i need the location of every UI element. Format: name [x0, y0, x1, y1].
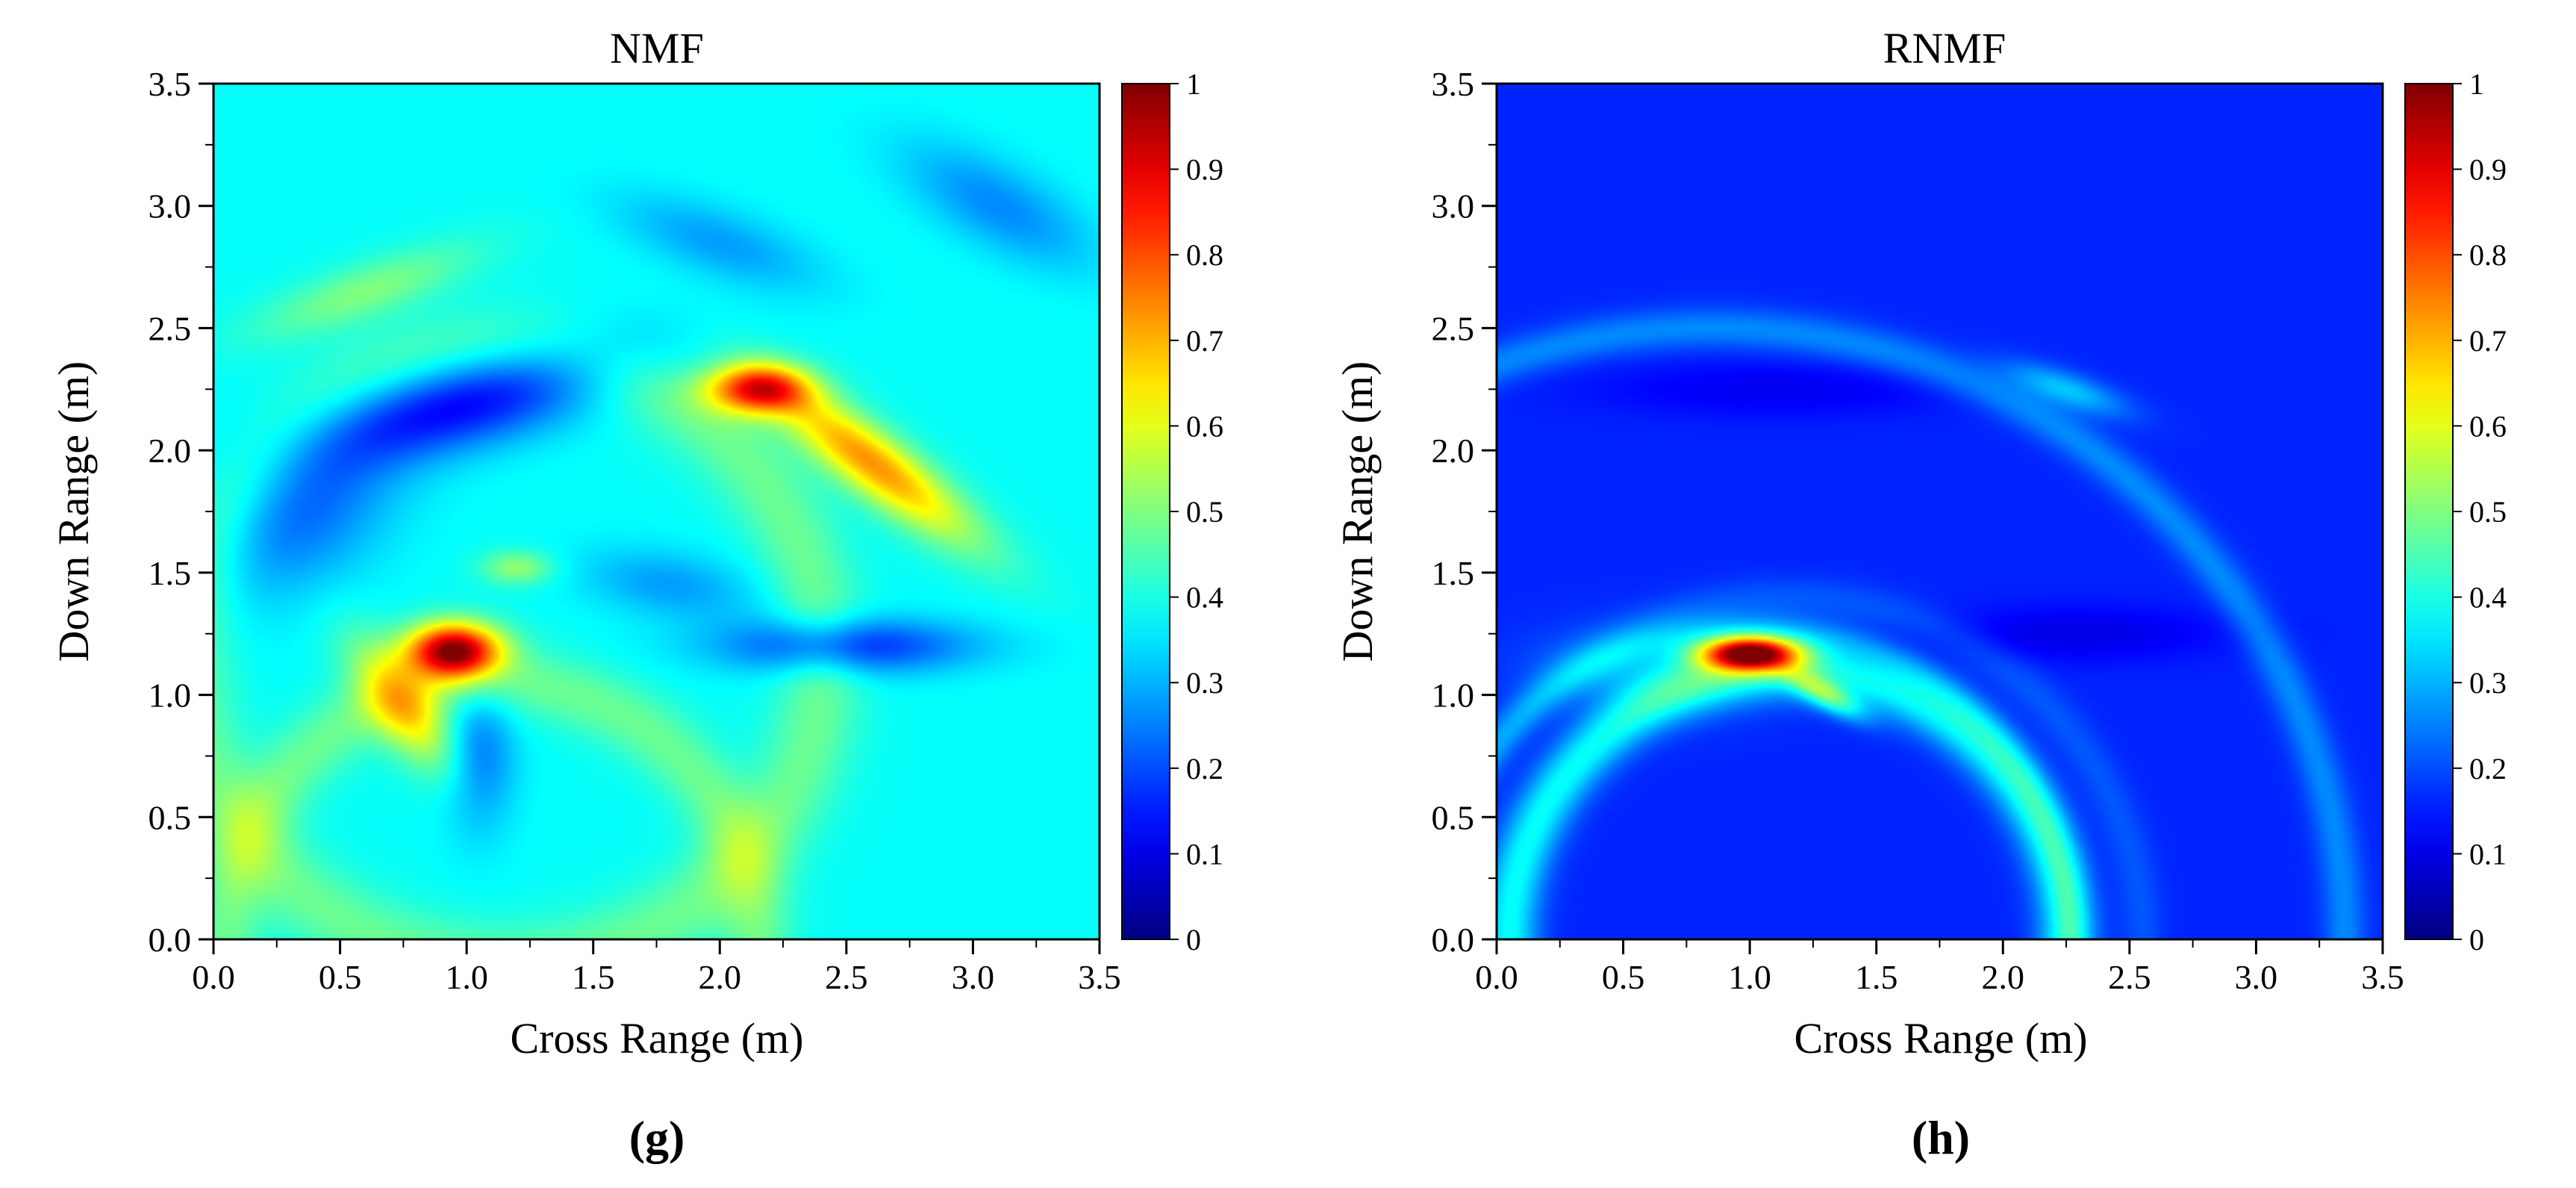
y-tick-label-nmf: 2.5 — [149, 309, 192, 347]
colorbar-tick-label-rnmf: 0.8 — [2469, 238, 2507, 272]
colorbar-tick-label-rnmf: 0 — [2469, 923, 2484, 957]
x-ticks-rnmf: 0.0 0.5 1.0 1.5 2.0 2.5 3.0 3.5 — [1475, 939, 2404, 996]
y-tick-label-rnmf: 2.0 — [1432, 432, 1475, 470]
y-ticks-nmf: 0.0 0.5 1.0 1.5 2.0 2.5 3.0 3.5 — [149, 65, 213, 959]
x-axis-label-rnmf: Cross Range (m) — [1794, 1014, 2087, 1063]
y-tick-label-nmf: 1.5 — [149, 554, 192, 592]
chart-title-nmf: NMF — [610, 24, 704, 72]
x-tick-label-rnmf: 2.5 — [2108, 958, 2151, 996]
colorbar-tick-label-rnmf: 0.7 — [2469, 324, 2507, 358]
y-tick-label-nmf: 3.5 — [149, 65, 192, 103]
x-ticks-nmf: 0.0 0.5 1.0 1.5 2.0 2.5 3.0 3.5 — [192, 939, 1121, 996]
colorbar-tick-label-rnmf: 0.9 — [2469, 153, 2507, 187]
colorbar-tick-label-nmf: 0.3 — [1186, 666, 1223, 700]
y-tick-label-rnmf: 3.5 — [1432, 65, 1475, 103]
colorbar-ticks-nmf: 0 0.1 0.2 0.3 0.4 0.5 0.6 0.7 0.8 0.9 1 — [1170, 67, 1223, 957]
panel-rnmf: RNMF 0.0 0.5 1.0 1.5 2.0 2.5 3.0 3.5 0.0 0.5 1.0 1… — [1333, 24, 2507, 1164]
y-tick-label-rnmf: 1.5 — [1432, 554, 1475, 592]
colorbar-tick-label-rnmf: 0.3 — [2469, 666, 2507, 700]
x-tick-label-nmf: 1.0 — [445, 958, 488, 996]
y-axis-label-nmf: Down Range (m) — [49, 361, 98, 662]
x-tick-label-rnmf: 1.0 — [1728, 958, 1771, 996]
colorbar-ticks-rnmf: 0 0.1 0.2 0.3 0.4 0.5 0.6 0.7 0.8 0.9 1 — [2453, 67, 2507, 957]
y-axis-label-rnmf: Down Range (m) — [1333, 361, 1382, 662]
y-tick-label-rnmf: 0.5 — [1432, 798, 1475, 836]
x-axis-label-nmf: Cross Range (m) — [510, 1014, 803, 1063]
y-tick-label-rnmf: 3.0 — [1432, 187, 1475, 226]
y-tick-label-rnmf: 2.5 — [1432, 309, 1475, 347]
panel-label-g: (g) — [629, 1111, 685, 1164]
heatmap-nmf — [213, 84, 1100, 939]
colorbar-tick-label-rnmf: 1 — [2469, 67, 2484, 101]
colorbar-tick-label-nmf: 0.8 — [1186, 238, 1223, 272]
x-tick-label-nmf: 0.5 — [319, 958, 362, 996]
colorbar-tick-label-nmf: 1 — [1186, 67, 1201, 101]
colorbar-tick-label-rnmf: 0.6 — [2469, 409, 2507, 443]
y-tick-label-rnmf: 0.0 — [1432, 921, 1475, 959]
colorbar-tick-label-rnmf: 0.5 — [2469, 495, 2507, 529]
x-tick-label-nmf: 2.0 — [699, 958, 742, 996]
colorbar-tick-label-nmf: 0 — [1186, 923, 1201, 957]
panel-label-h: (h) — [1912, 1111, 1970, 1164]
y-tick-label-rnmf: 1.0 — [1432, 677, 1475, 715]
colorbar-tick-label-nmf: 0.9 — [1186, 153, 1223, 187]
colorbar-nmf — [1121, 83, 1170, 940]
colorbar-tick-label-rnmf: 0.2 — [2469, 752, 2507, 786]
y-tick-label-nmf: 0.5 — [149, 798, 192, 836]
colorbar-tick-label-nmf: 0.2 — [1186, 752, 1223, 786]
colorbar-tick-label-nmf: 0.4 — [1186, 581, 1223, 615]
y-tick-label-nmf: 3.0 — [149, 187, 192, 226]
colorbar-tick-label-nmf: 0.5 — [1186, 495, 1223, 529]
x-tick-label-rnmf: 0.0 — [1475, 958, 1518, 996]
x-tick-label-rnmf: 2.0 — [1982, 958, 2025, 996]
y-tick-label-nmf: 0.0 — [149, 921, 192, 959]
chart-title-rnmf: RNMF — [1883, 24, 2006, 72]
y-tick-label-nmf: 1.0 — [149, 677, 192, 715]
panel-nmf: NMF 0.0 0.5 1.0 1.5 2.0 2.5 3.0 3.5 0.0 0.5 1.0 1.… — [49, 24, 1223, 1164]
colorbar-tick-label-rnmf: 0.1 — [2469, 837, 2507, 871]
x-tick-label-rnmf: 0.5 — [1602, 958, 1645, 996]
heatmap-rnmf — [1497, 84, 2383, 939]
x-tick-label-rnmf: 3.0 — [2235, 958, 2278, 996]
colorbar-rnmf — [2404, 83, 2454, 940]
x-tick-label-nmf: 1.5 — [572, 958, 615, 996]
colorbar-tick-label-nmf: 0.6 — [1186, 409, 1223, 443]
colorbar-tick-label-nmf: 0.7 — [1186, 324, 1223, 358]
x-tick-label-nmf: 3.5 — [1078, 958, 1121, 996]
y-ticks-rnmf: 0.0 0.5 1.0 1.5 2.0 2.5 3.0 3.5 — [1432, 65, 1497, 959]
colorbar-tick-label-rnmf: 0.4 — [2469, 581, 2507, 615]
x-tick-label-nmf: 2.5 — [825, 958, 868, 996]
colorbar-tick-label-nmf: 0.1 — [1186, 837, 1223, 871]
x-tick-label-rnmf: 1.5 — [1855, 958, 1898, 996]
y-tick-label-nmf: 2.0 — [149, 432, 192, 470]
x-tick-label-rnmf: 3.5 — [2361, 958, 2404, 996]
x-tick-label-nmf: 3.0 — [952, 958, 995, 996]
x-tick-label-nmf: 0.0 — [192, 958, 235, 996]
